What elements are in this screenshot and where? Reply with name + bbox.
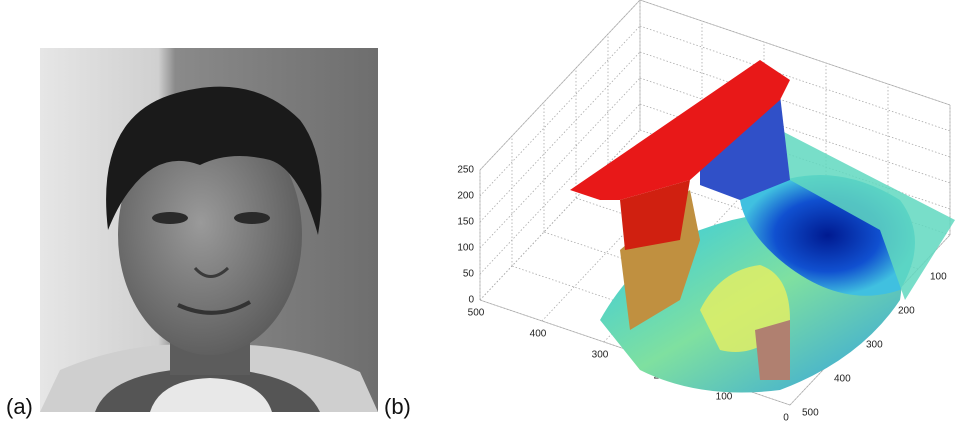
axis-line xyxy=(639,0,951,106)
x-tick-label: 500 xyxy=(468,308,485,319)
grid-line xyxy=(479,51,641,223)
panel-label: (a) xyxy=(6,394,33,419)
z-tick-label: 0 xyxy=(468,295,474,306)
grid-line xyxy=(479,103,641,275)
x-tick-label: 300 xyxy=(592,350,609,361)
y-tick-label: 200 xyxy=(898,306,915,317)
z-tick-label: 250 xyxy=(457,165,474,176)
grid-line xyxy=(479,77,641,249)
surface xyxy=(570,60,955,393)
z-tick-label: 150 xyxy=(457,217,474,228)
z-tick-label: 100 xyxy=(457,243,474,254)
x-tick-label: 100 xyxy=(716,392,733,403)
grid-line xyxy=(479,0,641,171)
panel-label: (b) xyxy=(384,394,411,419)
y-tick-label: 400 xyxy=(834,374,851,385)
y-tick-label: 300 xyxy=(866,340,883,351)
x-tick-label: 400 xyxy=(530,329,547,340)
y-tick-label: 100 xyxy=(930,272,947,283)
z-tick-label: 200 xyxy=(457,191,474,202)
z-tick-label: 50 xyxy=(463,269,475,280)
y-tick-label: 500 xyxy=(802,408,819,419)
grid-line xyxy=(479,129,641,301)
grid-line xyxy=(479,25,641,197)
grid-line xyxy=(541,150,703,322)
photo xyxy=(40,48,378,412)
x-tick-label: 0 xyxy=(783,413,789,422)
